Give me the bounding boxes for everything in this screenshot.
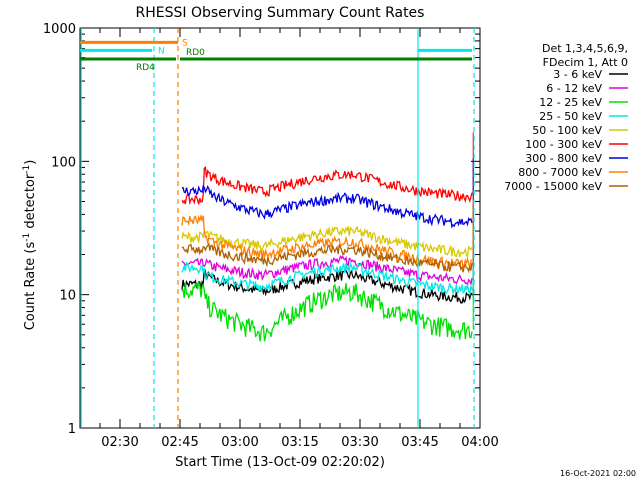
y-tick-label: 1000 xyxy=(43,22,76,37)
status-label-s: S xyxy=(182,38,188,48)
status-label-rd4: RD4 xyxy=(136,63,155,73)
legend-label: 6 - 12 keV xyxy=(546,82,602,95)
legend: Det 1,3,4,5,6,9,FDecim 1, Att 03 - 6 keV… xyxy=(504,42,628,193)
legend-label: 7000 - 15000 keV xyxy=(504,180,602,193)
series-line xyxy=(181,185,473,229)
legend-label: 300 - 800 keV xyxy=(525,152,602,165)
status-overlay: S N RD0 RD4 xyxy=(80,28,475,428)
series-100-300-kev xyxy=(181,132,474,206)
legend-label: 100 - 300 keV xyxy=(525,138,602,151)
series-line xyxy=(181,268,473,304)
series-line xyxy=(181,213,473,270)
y-tick-label: 1 xyxy=(68,422,76,437)
x-tick-label: 02:30 xyxy=(101,435,138,450)
y-axis-label: Count Rate (s-1 detector-1) xyxy=(22,160,38,331)
series-line xyxy=(181,242,473,274)
y-label-sup1: -1 xyxy=(22,233,32,242)
legend-label: 25 - 50 keV xyxy=(539,110,602,123)
y-label-sup2: -1 xyxy=(22,165,32,174)
y-tick-label: 100 xyxy=(51,155,76,170)
x-tick-label: 03:30 xyxy=(341,435,378,450)
series-line xyxy=(181,260,473,297)
x-tick-label: 03:15 xyxy=(281,435,318,450)
plot-area xyxy=(79,27,481,429)
status-label-rd0: RD0 xyxy=(186,48,205,58)
legend-header-line: FDecim 1, Att 0 xyxy=(543,56,628,69)
series-line xyxy=(181,165,473,206)
y-label-mid: detector xyxy=(23,173,38,233)
x-tick-label: 03:00 xyxy=(221,435,258,450)
x-tick-label: 02:45 xyxy=(161,435,198,450)
y-label-main: Count Rate (s xyxy=(23,242,38,331)
legend-header-line: Det 1,3,4,5,6,9, xyxy=(542,42,628,55)
tick-labels: 1 10 100 1000 02:30 02:45 03:00 03:15 03:30 03:45… xyxy=(43,22,499,450)
footer-timestamp: 16-Oct-2021 02:00 xyxy=(560,469,636,478)
x-tick-label: 03:45 xyxy=(401,435,438,450)
series-layer xyxy=(181,132,474,342)
series-300-800-kev xyxy=(181,158,474,229)
legend-label: 50 - 100 keV xyxy=(532,124,602,137)
legend-label: 3 - 6 keV xyxy=(553,68,602,81)
chart-title: RHESSI Observing Summary Count Rates xyxy=(136,5,425,21)
series-7000-15000-kev xyxy=(181,203,474,274)
y-tick-label: 10 xyxy=(59,289,76,304)
status-label-n: N xyxy=(158,46,165,56)
series-line xyxy=(181,281,473,342)
legend-label: 12 - 25 keV xyxy=(539,96,602,109)
x-axis-label: Start Time (13-Oct-09 02:20:02) xyxy=(175,455,385,470)
legend-label: 800 - 7000 keV xyxy=(518,166,602,179)
series-line xyxy=(181,254,473,287)
x-tick-label: 04:00 xyxy=(461,435,498,450)
y-label-end: ) xyxy=(23,160,38,165)
plot-frame xyxy=(79,27,481,429)
